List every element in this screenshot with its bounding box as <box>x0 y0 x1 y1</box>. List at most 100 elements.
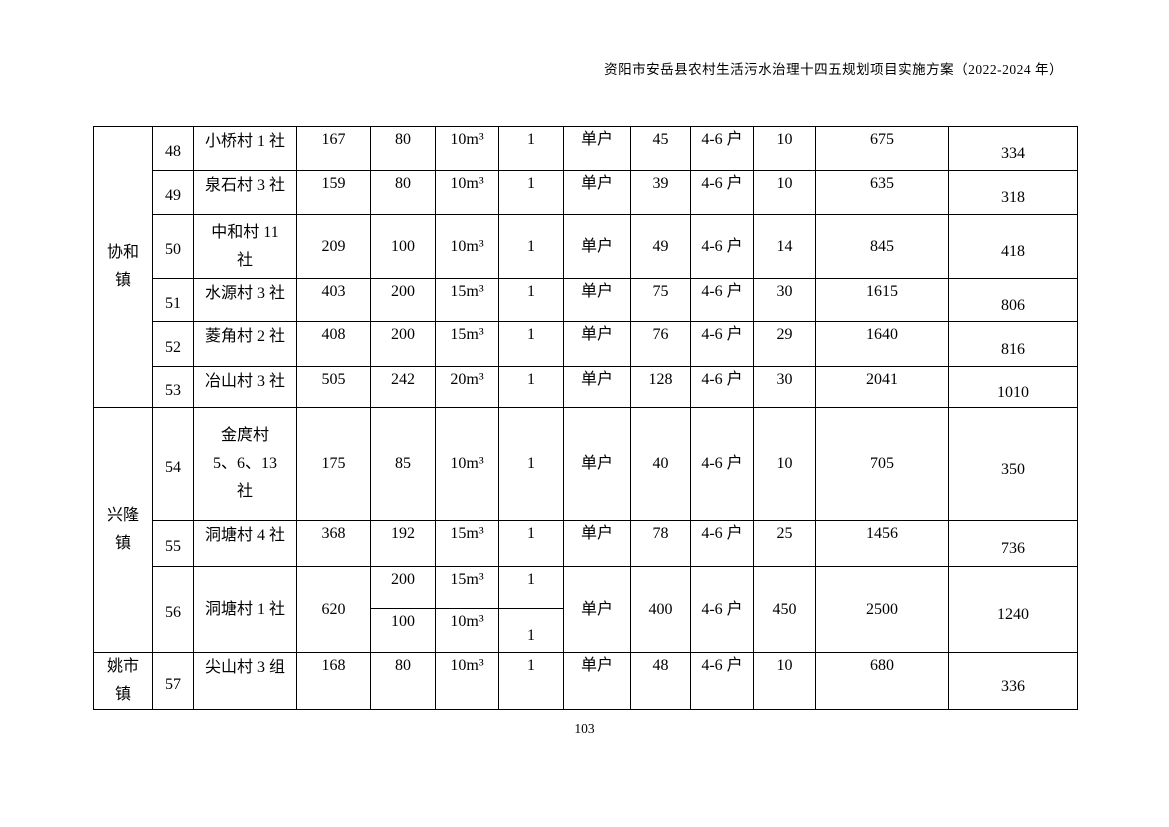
table-cell: 1 <box>498 321 564 367</box>
town-cell: 兴隆 镇 <box>93 407 153 653</box>
table-cell: 4-6 户 <box>690 520 754 567</box>
page-number: 103 <box>574 721 595 736</box>
row-index-cell: 57 <box>152 652 194 710</box>
table-cell: 620 <box>296 566 371 653</box>
table-cell: 675 <box>815 126 949 171</box>
table-cell: 4-6 户 <box>690 170 754 215</box>
village-cell: 金庹村 5、6、13 社 <box>193 407 297 521</box>
table-cell: 408 <box>296 321 371 367</box>
row-index-cell: 52 <box>152 321 194 367</box>
village-cell: 冶山村 3 社 <box>193 366 297 408</box>
table-cell: 1615 <box>815 278 949 322</box>
table-cell: 10m³ <box>435 407 499 521</box>
table-cell: 845 <box>815 214 949 279</box>
table-cell: 1 <box>498 520 564 567</box>
table-cell: 20m³ <box>435 366 499 408</box>
village-cell: 菱角村 2 社 <box>193 321 297 367</box>
village-cell: 洞塘村 1 社 <box>193 566 297 653</box>
table-cell: 单户 <box>563 321 631 367</box>
table-cell: 200 <box>370 278 436 322</box>
table-cell: 1 <box>498 366 564 408</box>
table-cell: 30 <box>753 278 816 322</box>
table-cell: 1 <box>498 407 564 521</box>
table-cell: 2500 <box>815 566 949 653</box>
table-cell: 403 <box>296 278 371 322</box>
header-title: 资阳市安岳县农村生活污水治理十四五规划项目实施方案（2022-2024 年） <box>604 62 1063 77</box>
table-cell: 14 <box>753 214 816 279</box>
table-cell: 1 <box>498 566 564 609</box>
table-cell: 350 <box>948 407 1078 521</box>
table-cell: 15m³ <box>435 520 499 567</box>
table-cell: 39 <box>630 170 691 215</box>
table-cell: 418 <box>948 214 1078 279</box>
table-cell: 1 <box>498 126 564 171</box>
table-cell: 80 <box>370 170 436 215</box>
table-cell: 4-6 户 <box>690 126 754 171</box>
table-cell: 175 <box>296 407 371 521</box>
table-cell: 242 <box>370 366 436 408</box>
table-cell: 15m³ <box>435 321 499 367</box>
table-cell: 705 <box>815 407 949 521</box>
table-cell: 45 <box>630 126 691 171</box>
table-cell: 10 <box>753 170 816 215</box>
village-cell: 中和村 11 社 <box>193 214 297 279</box>
table-cell: 209 <box>296 214 371 279</box>
table-cell: 单户 <box>563 366 631 408</box>
town-cell: 协和 镇 <box>93 126 153 408</box>
table-cell: 4-6 户 <box>690 652 754 710</box>
table-cell: 15m³ <box>435 278 499 322</box>
table-cell: 单户 <box>563 126 631 171</box>
table-cell: 100 <box>370 608 436 653</box>
table-cell: 1 <box>498 170 564 215</box>
table-cell: 10 <box>753 126 816 171</box>
table-cell: 4-6 户 <box>690 566 754 653</box>
table-cell: 4-6 户 <box>690 407 754 521</box>
table-row: 56 洞塘村 1 社 620 200 15m³ 1 单户 400 4-6 户 4… <box>94 566 1078 653</box>
table-row: 53 冶山村 3 社 505 242 20m³ 1 单户 128 4-6 户 3… <box>94 366 1078 408</box>
village-cell: 洞塘村 4 社 <box>193 520 297 567</box>
table-cell: 10 <box>753 407 816 521</box>
table-row: 50 中和村 11 社 209 100 10m³ 1 单户 49 4-6 户 1… <box>94 214 1078 279</box>
table-cell: 80 <box>370 126 436 171</box>
table-cell: 49 <box>630 214 691 279</box>
table-cell: 159 <box>296 170 371 215</box>
table-cell: 单户 <box>563 520 631 567</box>
table-cell: 200 <box>370 566 436 609</box>
table-cell: 单户 <box>563 278 631 322</box>
table-cell: 单户 <box>563 170 631 215</box>
table-cell: 10m³ <box>435 608 499 653</box>
table-cell: 168 <box>296 652 371 710</box>
table-cell: 4-6 户 <box>690 214 754 279</box>
village-cell: 泉石村 3 社 <box>193 170 297 215</box>
table-cell: 48 <box>630 652 691 710</box>
table-cell: 85 <box>370 407 436 521</box>
table-row: 兴隆 镇 54 金庹村 5、6、13 社 175 85 10m³ 1 单户 40… <box>93 407 1078 653</box>
table-cell: 1 <box>498 608 564 653</box>
table-cell: 816 <box>948 321 1078 367</box>
table-cell: 10m³ <box>435 214 499 279</box>
table-cell: 80 <box>370 652 436 710</box>
table-cell: 76 <box>630 321 691 367</box>
table-cell: 400 <box>630 566 691 653</box>
table-cell: 1 <box>498 652 564 710</box>
data-table: 协和 镇 48 小桥村 1 社 167 80 10m³ 1 单户 45 4-6 … <box>93 126 1078 710</box>
table-cell: 75 <box>630 278 691 322</box>
table-cell: 10m³ <box>435 170 499 215</box>
table-cell: 4-6 户 <box>690 366 754 408</box>
table-cell: 10 <box>753 652 816 710</box>
table-cell: 167 <box>296 126 371 171</box>
table-cell: 1010 <box>948 366 1078 408</box>
table-cell: 4-6 户 <box>690 321 754 367</box>
table-row: 姚市 镇 57 尖山村 3 组 168 80 10m³ 1 单户 48 4-6 … <box>93 652 1078 710</box>
table-cell: 200 <box>370 321 436 367</box>
table-cell: 29 <box>753 321 816 367</box>
table-cell: 单户 <box>563 214 631 279</box>
table-cell: 10m³ <box>435 652 499 710</box>
table-row: 55 洞塘村 4 社 368 192 15m³ 1 单户 78 4-6 户 25… <box>94 520 1078 567</box>
row-index-cell: 56 <box>152 566 194 653</box>
table-cell: 1 <box>498 278 564 322</box>
table-cell: 单户 <box>563 566 631 653</box>
table-cell: 1 <box>498 214 564 279</box>
table-cell: 30 <box>753 366 816 408</box>
row-index-cell: 53 <box>152 366 194 408</box>
